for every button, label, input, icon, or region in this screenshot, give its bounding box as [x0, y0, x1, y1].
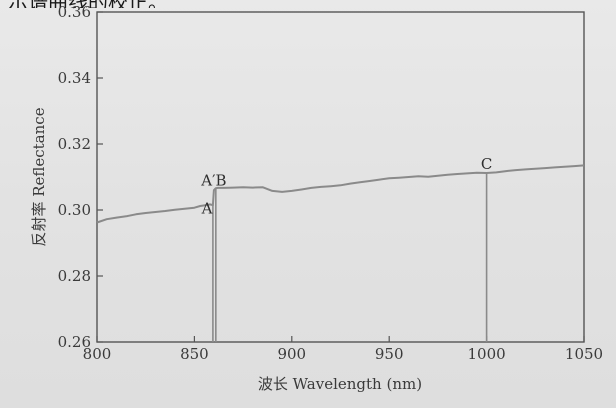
y-axis-title: 反射率 Reflectance	[30, 107, 48, 246]
x-tick-label: 850	[180, 345, 209, 363]
series-lines	[96, 164, 585, 224]
y-tick-label: 0.34	[58, 69, 91, 87]
y-tick-label: 0.30	[58, 201, 91, 219]
reflectance-line	[96, 164, 585, 224]
x-axis-title: 波长 Wavelength (nm)	[258, 375, 422, 393]
x-tick-label: 1000	[468, 345, 506, 363]
x-tick-label: 800	[83, 345, 112, 363]
x-tick-label: 1050	[565, 345, 603, 363]
marker-lines	[212, 173, 488, 342]
plot-area-frame	[96, 11, 585, 343]
y-tick-label: 0.32	[58, 135, 91, 153]
annotation-label: A	[201, 199, 213, 217]
annotation-label: A′B	[200, 171, 226, 189]
annotation-label: C	[481, 155, 492, 173]
y-tick-label: 0.26	[58, 333, 91, 351]
y-tick-label: 0.28	[58, 267, 91, 285]
y-tick-label: 0.36	[58, 3, 91, 21]
page-caption-fragment: 示谱曲线的校正。	[8, 0, 308, 8]
x-tick-labels: 800 850 900 950 1000 1050	[83, 345, 603, 363]
axis-ticks	[96, 11, 585, 343]
annotations: A A′B C	[200, 155, 492, 218]
x-tick-label: 900	[277, 345, 306, 363]
x-tick-label: 950	[375, 345, 404, 363]
y-tick-labels: 0.26 0.28 0.30 0.32 0.34 0.36	[58, 3, 91, 351]
